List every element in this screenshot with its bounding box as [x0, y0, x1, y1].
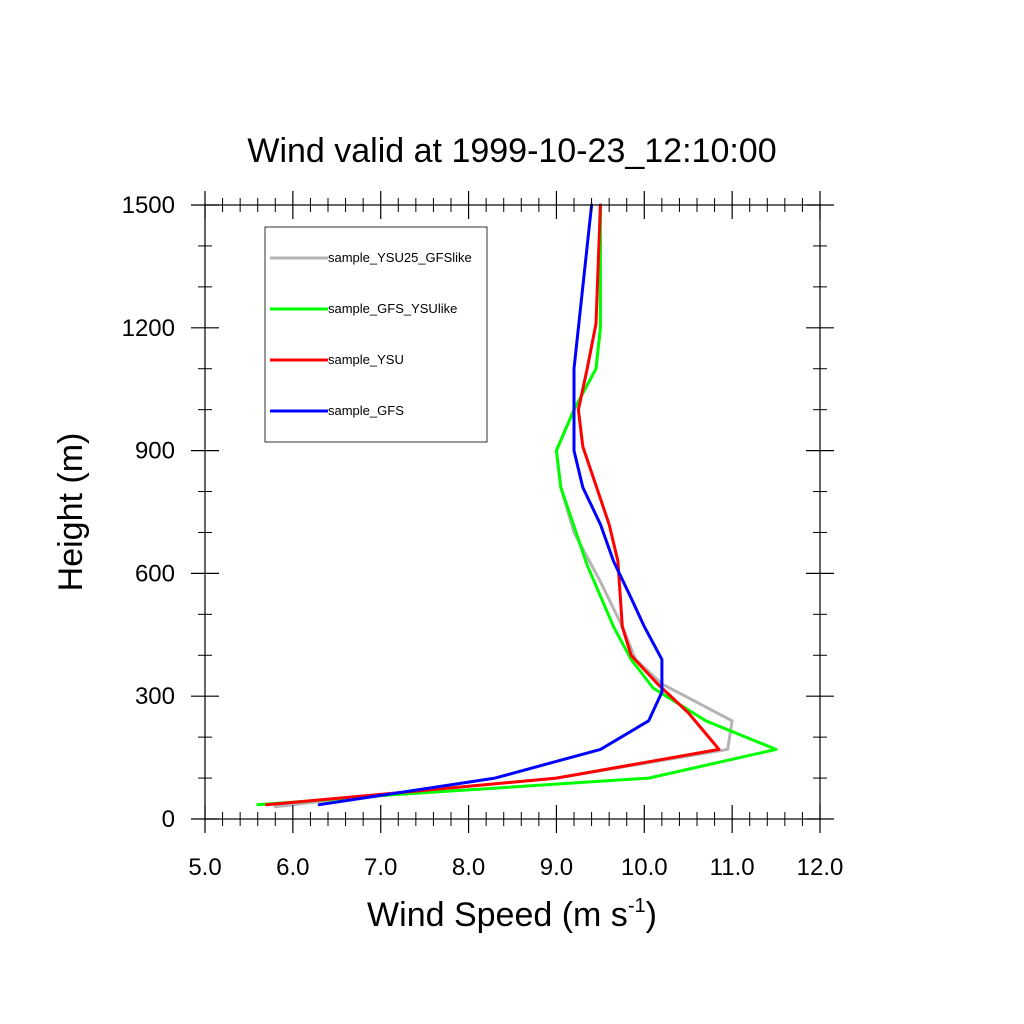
- x-tick-label: 12.0: [797, 854, 844, 881]
- legend-label: sample_YSU: [328, 352, 404, 367]
- y-tick-label: 600: [135, 560, 175, 587]
- y-tick-label: 1200: [122, 315, 175, 342]
- x-tick-label: 7.0: [364, 854, 397, 881]
- x-tick-label: 8.0: [452, 854, 485, 881]
- x-tick-label: 11.0: [710, 854, 755, 881]
- series-line-sample_GFS_YSUlike: [256, 203, 778, 807]
- x-tick-label: 10.0: [621, 854, 668, 881]
- y-tick-label: 1500: [122, 192, 175, 219]
- y-tick-label: 0: [162, 806, 175, 833]
- x-axis-title-main: Wind Speed (m s: [367, 896, 628, 934]
- x-tick-label: 9.0: [540, 854, 573, 881]
- plot-frame: [204, 204, 821, 820]
- legend-label: sample_GFS_YSUlike: [328, 301, 457, 316]
- legend: sample_YSU25_GFSlike sample_GFS_YSUlikesa…: [264, 226, 488, 443]
- series-lines: [256, 203, 778, 809]
- x-tick-label: 6.0: [276, 854, 309, 881]
- chart-title: Wind valid at 1999-10-23_12:10:00: [247, 132, 776, 170]
- x-axis-title: Wind Speed (m s-1): [367, 895, 657, 934]
- plot-border: [204, 204, 821, 820]
- legend-box: [264, 226, 488, 443]
- y-tick-label: 900: [135, 438, 175, 465]
- x-axis-title-sup: -1: [628, 895, 646, 917]
- y-tick-label: 300: [135, 683, 175, 710]
- x-tick-label: 5.0: [188, 854, 221, 881]
- legend-label: sample_YSU25_GFSlike: [328, 250, 472, 265]
- series-line-sample_YSU: [265, 203, 721, 807]
- y-axis-title: Height (m): [52, 433, 90, 592]
- series-line-sample_GFS: [317, 203, 664, 807]
- x-axis-title-tail: ): [646, 896, 657, 934]
- axis-ticks: 5.0 6.0 7.0 8.0 9.0 10.0 11.0 12.0 0 300 600 900 120…: [122, 191, 844, 881]
- legend-label: sample_GFS: [328, 403, 404, 418]
